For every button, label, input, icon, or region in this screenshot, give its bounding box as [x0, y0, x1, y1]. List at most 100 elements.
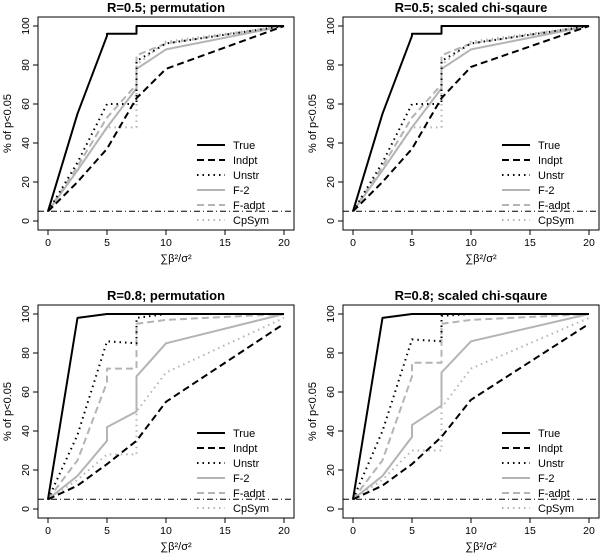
series-line-true	[352, 25, 589, 212]
y-axis-label: % of p<0.05	[2, 94, 14, 153]
x-tick-label: 20	[583, 237, 595, 249]
y-tick-label: 80	[20, 347, 32, 359]
chart-title: R=0.8; scaled chi-sqaure	[395, 288, 548, 303]
x-tick-label: 10	[465, 237, 477, 249]
legend-label-f-2: F-2	[233, 473, 250, 485]
series-line-indpt	[47, 25, 285, 213]
y-tick-label: 40	[325, 137, 337, 149]
y-tick-label: 0	[325, 506, 337, 512]
legend-label-true: True	[233, 140, 255, 152]
series-line-true	[352, 313, 589, 500]
plot-frame	[37, 304, 295, 519]
x-tick-label: 15	[219, 525, 231, 537]
x-tick-label: 20	[278, 237, 290, 249]
y-tick-label: 20	[325, 464, 337, 476]
y-tick-label: 0	[325, 218, 337, 224]
legend-label-cpsym: CpSym	[233, 503, 269, 515]
y-axis-label: % of p<0.05	[307, 94, 319, 153]
legend-label-indpt: Indpt	[538, 155, 562, 167]
y-tick-label: 60	[20, 386, 32, 398]
x-tick-label: 20	[278, 525, 290, 537]
series-line-indpt	[352, 25, 590, 213]
legend-label-f-2: F-2	[233, 185, 250, 197]
series-line-f-adpt	[47, 25, 285, 212]
legend-label-true: True	[538, 428, 560, 440]
chart-title: R=0.5; permutation	[107, 0, 225, 15]
panel-2: R=0.5; scaled chi-sqaure 0 5 10 15 20 0 20 40 60 8…	[307, 0, 600, 265]
y-tick-label: 60	[20, 98, 32, 110]
plot-frame	[342, 304, 600, 519]
y-tick-label: 0	[20, 218, 32, 224]
series-line-true	[47, 25, 284, 212]
legend-label-f-adpt: F-adpt	[233, 488, 265, 500]
x-tick-label: 5	[104, 237, 110, 249]
series-line-f-adpt	[352, 313, 590, 500]
legend-label-cpsym: CpSym	[538, 503, 574, 515]
panel-3: R=0.8; permutation 0 5 10 15 20 0 20 40 60 80 100 ∑β…	[2, 288, 295, 553]
series-line-f-2	[352, 313, 590, 501]
legend-label-indpt: Indpt	[538, 443, 562, 455]
legend-label-cpsym: CpSym	[233, 215, 269, 227]
y-tick-label: 40	[325, 425, 337, 437]
series-line-cpsym	[352, 316, 590, 501]
x-tick-label: 0	[45, 525, 51, 537]
y-axis-label: % of p<0.05	[307, 382, 319, 441]
y-tick-label: 80	[325, 347, 337, 359]
series-line-unstr	[47, 313, 284, 500]
legend-label-true: True	[538, 140, 560, 152]
legend-label-indpt: Indpt	[233, 443, 257, 455]
chart-title: R=0.8; permutation	[107, 288, 225, 303]
series-line-true	[47, 313, 284, 500]
y-tick-label: 20	[20, 176, 32, 188]
series-line-cpsym	[47, 25, 285, 212]
x-axis-label: ∑β²/σ²	[465, 253, 497, 265]
y-tick-label: 60	[325, 386, 337, 398]
x-tick-label: 15	[219, 237, 231, 249]
series-line-unstr	[352, 25, 590, 212]
x-tick-label: 15	[524, 525, 536, 537]
legend-label-f-adpt: F-adpt	[233, 200, 265, 212]
series-line-f-2	[47, 25, 285, 212]
legend-label-unstr: Unstr	[233, 170, 260, 182]
x-tick-label: 10	[160, 237, 172, 249]
x-tick-label: 0	[350, 237, 356, 249]
chart-title: R=0.5; scaled chi-sqaure	[395, 0, 548, 15]
x-tick-label: 5	[409, 525, 415, 537]
legend-label-unstr: Unstr	[233, 458, 260, 470]
y-tick-label: 100	[20, 305, 32, 323]
panel-4: R=0.8; scaled chi-sqaure 0 5 10 15 20 0 20 40 60 8…	[307, 288, 600, 553]
x-tick-label: 10	[160, 525, 172, 537]
x-tick-label: 20	[583, 525, 595, 537]
series-line-indpt	[352, 322, 590, 501]
x-tick-label: 5	[409, 237, 415, 249]
legend-label-indpt: Indpt	[233, 155, 257, 167]
legend-label-true: True	[233, 428, 255, 440]
series-line-f-adpt	[352, 25, 590, 212]
x-axis-label: ∑β²/σ²	[465, 541, 497, 553]
x-tick-label: 0	[45, 237, 51, 249]
legend-label-unstr: Unstr	[538, 170, 565, 182]
y-tick-label: 100	[325, 17, 337, 35]
series-line-f-adpt	[47, 313, 285, 500]
x-axis-label: ∑β²/σ²	[160, 541, 192, 553]
y-tick-label: 0	[20, 506, 32, 512]
series-line-indpt	[47, 322, 285, 501]
y-tick-label: 100	[325, 305, 337, 323]
x-tick-label: 5	[104, 525, 110, 537]
y-tick-label: 40	[20, 137, 32, 149]
legend-label-f-adpt: F-adpt	[538, 488, 570, 500]
legend-label-unstr: Unstr	[538, 458, 565, 470]
x-axis-label: ∑β²/σ²	[160, 253, 192, 265]
legend-label-cpsym: CpSym	[538, 215, 574, 227]
y-tick-label: 80	[20, 59, 32, 71]
y-tick-label: 60	[325, 98, 337, 110]
y-tick-label: 100	[20, 17, 32, 35]
series-line-f-2	[352, 25, 590, 212]
y-tick-label: 80	[325, 59, 337, 71]
legend-label-f-2: F-2	[538, 473, 555, 485]
series-line-f-2	[47, 313, 285, 501]
panel-1: R=0.5; permutation 0 5 10 15 20 0 20 40 60 80 100 ∑β…	[2, 0, 295, 265]
y-tick-label: 20	[325, 176, 337, 188]
series-line-cpsym	[352, 25, 590, 212]
